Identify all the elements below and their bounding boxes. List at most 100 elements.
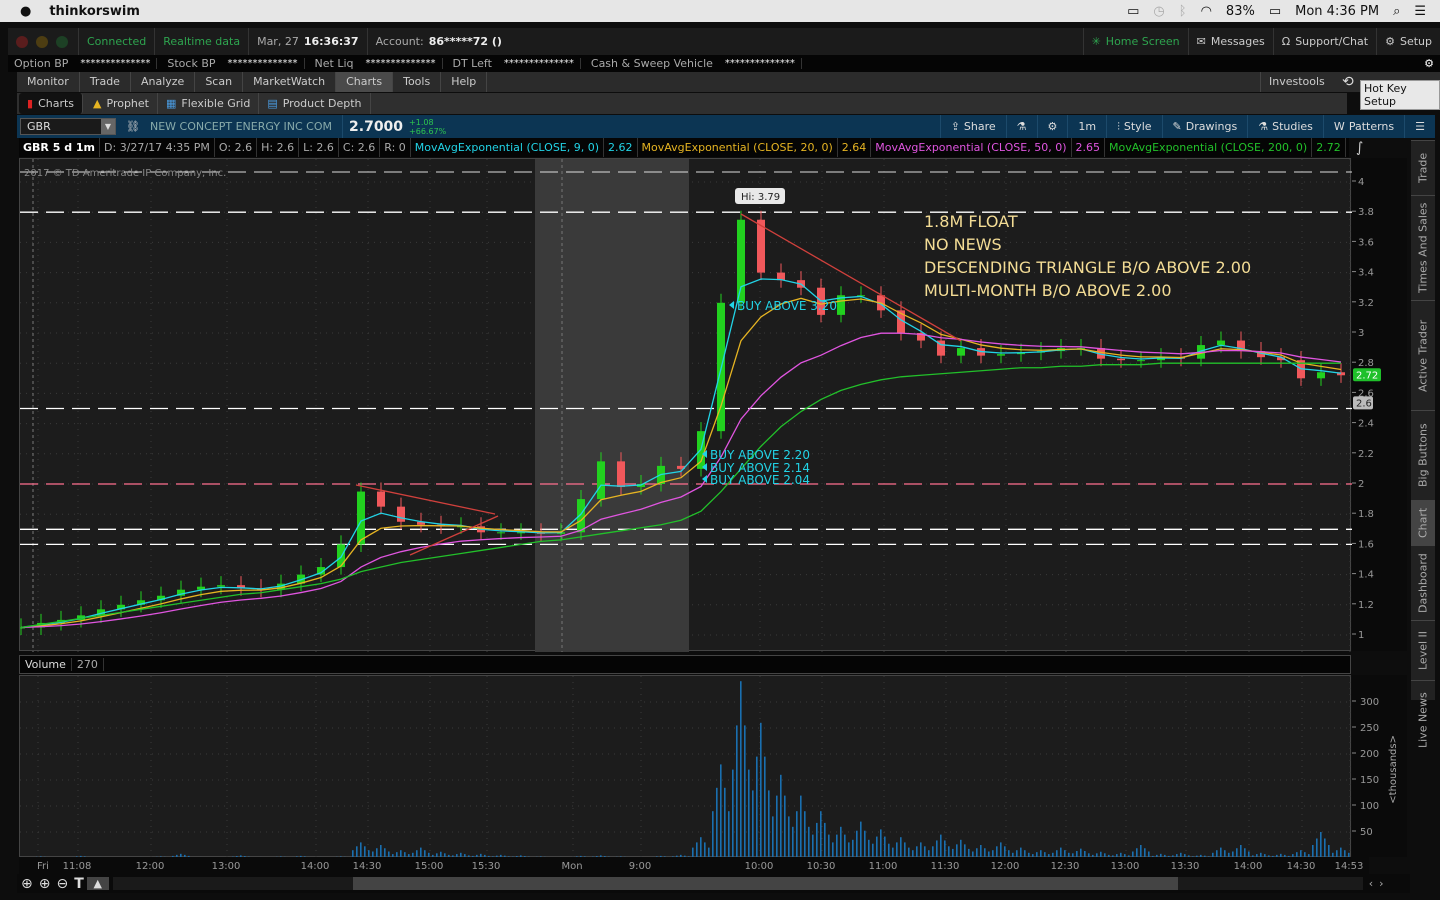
volume-bar xyxy=(1256,854,1258,858)
study-toggle-icon[interactable]: ∫ xyxy=(1356,140,1364,156)
style-button[interactable]: ⫶ Style xyxy=(1106,115,1161,138)
setup-button[interactable]: ⚙ Setup xyxy=(1376,28,1440,55)
notification-center-icon[interactable]: ☰ xyxy=(1414,3,1426,19)
note-text[interactable]: DESCENDING TRIANGLE B/O ABOVE 2.00 xyxy=(924,258,1251,277)
time-machine-icon[interactable]: ◷ xyxy=(1153,3,1165,19)
close-window-button[interactable] xyxy=(16,35,28,48)
note-text[interactable]: NO NEWS xyxy=(924,235,1002,254)
minimize-window-button[interactable] xyxy=(36,35,48,48)
wifi-icon[interactable]: ◠ xyxy=(1200,3,1212,19)
account-field-label[interactable]: Stock BP xyxy=(167,57,216,70)
text-tool-icon[interactable]: T xyxy=(74,875,84,892)
candle xyxy=(457,526,465,528)
account-field-label[interactable]: Cash & Sweep Vehicle xyxy=(590,57,713,70)
side-tab-dashboard[interactable]: Dashboard xyxy=(1411,545,1435,620)
chevron-down-icon[interactable]: ▼ xyxy=(101,119,115,134)
buy-label[interactable]: BUY ABOVE 2.20 xyxy=(710,448,810,462)
price-chart[interactable]: 2017 © TD Ameritrade IP Company, Inc. Hi:… xyxy=(17,158,1352,652)
scroll-left-icon[interactable]: ‹ xyxy=(1368,877,1374,890)
app-name[interactable]: thinkorswim xyxy=(49,3,140,19)
price-change: +1.08 +66.67% xyxy=(409,118,446,136)
share-button[interactable]: ⇪ Share xyxy=(939,115,1006,138)
data-status[interactable]: Realtime data xyxy=(154,28,248,55)
support-button[interactable]: Ω Support/Chat xyxy=(1272,28,1376,55)
gear-icon: ⚙ xyxy=(1385,35,1395,48)
tab-analyze[interactable]: Analyze xyxy=(131,72,196,92)
last-price: 2.7000 xyxy=(349,118,404,135)
side-tab-trade[interactable]: Trade xyxy=(1411,140,1435,195)
price-tick-label: 3.8 xyxy=(1358,207,1374,218)
study-name[interactable]: MovAvgExponential (CLOSE, 200, 0) xyxy=(1105,138,1313,157)
buy-label[interactable]: BUY ABOVE 3.20 xyxy=(737,299,837,313)
trendline[interactable] xyxy=(740,213,962,342)
drawings-button[interactable]: ✎ Drawings xyxy=(1161,115,1248,138)
account-field-label[interactable]: Net Liq xyxy=(314,57,354,70)
zoom-in-icon[interactable]: ⊕ xyxy=(38,875,51,892)
tab-monitor[interactable]: Monitor xyxy=(17,72,80,92)
study-name[interactable]: MovAvgExponential (CLOSE, 20, 0) xyxy=(638,138,838,157)
crosshair-icon[interactable]: ⊕ xyxy=(21,875,33,892)
tab-help[interactable]: Help xyxy=(441,72,488,92)
expand-icon[interactable]: ▲ xyxy=(86,877,109,890)
candle xyxy=(157,595,165,601)
link-icon[interactable]: ⛓ xyxy=(126,120,140,133)
subtab-flexible-grid[interactable]: ▦ Flexible Grid xyxy=(158,93,260,114)
trendline[interactable] xyxy=(355,484,496,515)
volume-bar xyxy=(372,851,374,858)
studies-button[interactable]: ⚗ Studies xyxy=(1247,115,1323,138)
candle xyxy=(397,506,405,522)
investools-link[interactable]: Investools xyxy=(1260,72,1333,92)
side-tab-level-ii[interactable]: Level II xyxy=(1411,620,1435,680)
subtab-product-depth[interactable]: ▤ Product Depth xyxy=(259,93,371,114)
tab-marketwatch[interactable]: MarketWatch xyxy=(243,72,337,92)
tab-charts[interactable]: Charts xyxy=(336,72,394,92)
bluetooth-icon[interactable]: ᛒ xyxy=(1178,3,1187,19)
account-field-label[interactable]: DT Left xyxy=(452,57,492,70)
chart-title[interactable]: GBR 5 d 1m xyxy=(19,138,101,157)
side-tab-chart[interactable]: Chart xyxy=(1411,500,1435,545)
subtab-charts[interactable]: ▮ Charts xyxy=(19,93,84,114)
scrollbar-track[interactable] xyxy=(112,877,1363,890)
interval-button[interactable]: 1m xyxy=(1067,115,1106,138)
account-selector[interactable]: Account: 86*****72 () xyxy=(366,28,510,55)
flask-button[interactable]: ⚗ xyxy=(1005,115,1037,138)
scrollbar-thumb[interactable] xyxy=(352,877,1178,890)
volume-bar xyxy=(1300,850,1302,858)
side-tab-times-and-sales[interactable]: Times And Sales xyxy=(1411,195,1435,300)
gear-icon[interactable]: ⚙ xyxy=(1424,57,1434,70)
buy-label[interactable]: BUY ABOVE 2.14 xyxy=(710,461,810,475)
datetime[interactable]: Mar, 27 16:36:37 xyxy=(248,28,366,55)
hotkey-icon[interactable]: ⟲ xyxy=(1342,74,1354,90)
home-screen-button[interactable]: ✳ Home Screen xyxy=(1082,28,1188,55)
study-name[interactable]: MovAvgExponential (CLOSE, 9, 0) xyxy=(411,138,605,157)
zoom-out-icon[interactable]: ⊖ xyxy=(56,875,69,892)
side-tab-big-buttons[interactable]: Big Buttons xyxy=(1411,410,1435,500)
menu-icon[interactable]: ☰ xyxy=(1404,115,1435,138)
scroll-right-icon[interactable]: › xyxy=(1379,877,1384,890)
tab-trade[interactable]: Trade xyxy=(80,72,131,92)
side-tab-live-news[interactable]: Live News xyxy=(1411,680,1435,760)
clock[interactable]: Mon 4:36 PM xyxy=(1295,3,1380,19)
battery-icon[interactable]: ▭ xyxy=(1268,3,1282,19)
buy-label[interactable]: BUY ABOVE 2.04 xyxy=(710,473,810,487)
note-text[interactable]: 1.8M FLOAT xyxy=(924,212,1018,231)
airplay-icon[interactable]: ▭ xyxy=(1127,3,1140,19)
patterns-button[interactable]: W Patterns xyxy=(1322,115,1404,138)
apple-icon[interactable]: ● xyxy=(20,3,32,19)
note-text[interactable]: MULTI-MONTH B/O ABOVE 2.00 xyxy=(924,281,1172,300)
candle xyxy=(1337,372,1345,376)
price-axis[interactable]: 1 1.2 1.4 1.6 1.8 2 2.2 2.4 2.6 2.8 3 3.2 3.4 3.6 3.8 4… xyxy=(1352,158,1407,651)
spotlight-icon[interactable]: ⌕ xyxy=(1393,3,1401,19)
zoom-window-button[interactable] xyxy=(56,35,68,48)
chart-settings-button[interactable]: ⚙ xyxy=(1036,115,1068,138)
volume-chart[interactable] xyxy=(12,675,1352,858)
account-field-label[interactable]: Option BP xyxy=(14,57,69,70)
tab-tools[interactable]: Tools xyxy=(393,72,442,92)
study-name[interactable]: MovAvgExponential (CLOSE, 50, 0) xyxy=(871,138,1072,157)
side-tab-active-trader[interactable]: Active Trader xyxy=(1411,300,1435,410)
messages-button[interactable]: ✉ Messages xyxy=(1187,28,1273,55)
symbol-input[interactable]: GBR ▼ xyxy=(20,118,116,135)
trendline[interactable] xyxy=(409,515,499,556)
tab-scan[interactable]: Scan xyxy=(195,72,244,92)
subtab-prophet[interactable]: ▲ Prophet xyxy=(85,93,158,114)
